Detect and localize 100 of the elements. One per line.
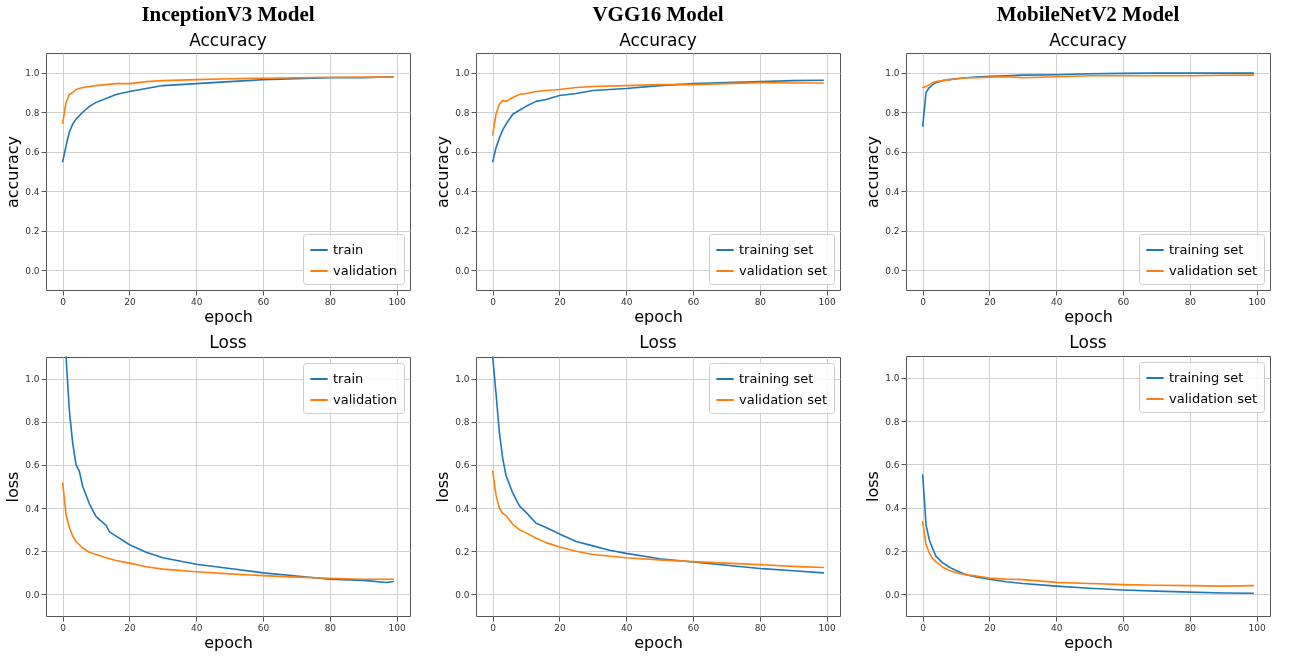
- y-tick-label: 0.6: [25, 460, 40, 471]
- line-series: [921, 72, 1255, 127]
- chart-title: Loss: [209, 332, 247, 353]
- x-axis-title: epoch: [1064, 306, 1113, 326]
- y-tick-label: 0.2: [25, 226, 40, 237]
- y-tick-label: 1.0: [455, 68, 470, 79]
- x-tick-label: 100: [388, 296, 406, 307]
- legend-label: validation set: [739, 263, 828, 278]
- x-tick-label: 0: [60, 622, 67, 633]
- y-tick-label: 1.0: [25, 68, 40, 79]
- y-tick-label: 0.2: [885, 546, 900, 557]
- line-series: [491, 356, 825, 574]
- y-tick-label: 0.0: [885, 265, 900, 276]
- x-tick-label: 60: [1117, 296, 1130, 307]
- x-tick-label: 40: [621, 296, 633, 307]
- x-tick-label: 20: [984, 296, 996, 307]
- x-tick-label: 0: [60, 296, 67, 307]
- y-tick-label: 0.6: [885, 459, 900, 470]
- y-tick-label: 0.8: [455, 417, 470, 428]
- legend-label: train: [333, 371, 364, 386]
- legend-label: validation set: [1169, 391, 1258, 406]
- y-axis-title: loss: [3, 471, 23, 503]
- x-tick-label: 0: [490, 622, 497, 633]
- x-tick-label: 60: [257, 622, 270, 633]
- y-tick-label: 0.6: [455, 460, 470, 471]
- x-tick-label: 100: [1248, 622, 1266, 633]
- x-tick-label: 40: [191, 622, 203, 633]
- line-series: [65, 356, 395, 584]
- line-series: [921, 474, 1255, 595]
- x-tick-label: 0: [920, 622, 927, 633]
- y-tick-label: 0.6: [885, 147, 900, 158]
- x-tick-label: 40: [1051, 296, 1063, 307]
- y-tick-label: 0.0: [25, 589, 40, 600]
- x-tick-label: 20: [554, 622, 566, 633]
- y-tick-label: 0.6: [455, 147, 470, 158]
- x-axis-title: epoch: [634, 306, 683, 326]
- chart-subtitle: Accuracy: [619, 30, 697, 50]
- legend-label: training set: [739, 371, 814, 386]
- y-tick-label: 0.2: [25, 546, 40, 557]
- x-tick-label: 100: [388, 622, 406, 633]
- x-tick-label: 80: [754, 296, 767, 307]
- x-tick-label: 0: [490, 296, 497, 307]
- chart-subtitle: Accuracy: [189, 30, 267, 50]
- x-tick-label: 60: [687, 296, 700, 307]
- legend-label: train: [333, 242, 364, 257]
- x-tick-label: 80: [1184, 296, 1197, 307]
- line-series: [921, 520, 1255, 587]
- y-axis-title: accuracy: [3, 135, 23, 209]
- legend-label: training set: [1169, 370, 1244, 385]
- chart-subtitle: Accuracy: [1049, 30, 1127, 50]
- legend-label: training set: [739, 242, 814, 257]
- legend-label: validation set: [739, 392, 828, 407]
- y-tick-label: 0.4: [885, 503, 900, 514]
- legend-label: validation: [333, 263, 398, 278]
- y-tick-label: 0.0: [885, 589, 900, 600]
- y-tick-label: 0.2: [455, 226, 470, 237]
- y-tick-label: 1.0: [885, 68, 900, 79]
- y-axis-title: loss: [863, 471, 883, 502]
- x-tick-label: 20: [124, 296, 136, 307]
- y-tick-label: 0.8: [885, 416, 900, 427]
- x-tick-label: 0: [920, 296, 927, 307]
- line-series: [491, 79, 825, 163]
- x-axis-title: epoch: [1064, 632, 1113, 652]
- x-tick-label: 100: [1248, 296, 1266, 307]
- line-series: [61, 482, 395, 581]
- y-tick-label: 0.0: [25, 265, 40, 276]
- chart-title: Loss: [639, 332, 677, 353]
- x-axis-title: epoch: [204, 632, 253, 652]
- legend-label: validation: [333, 392, 398, 407]
- y-tick-label: 0.6: [25, 147, 40, 158]
- x-tick-label: 100: [818, 296, 836, 307]
- x-tick-label: 40: [191, 296, 203, 307]
- y-tick-label: 0.8: [455, 107, 470, 118]
- x-tick-label: 60: [257, 296, 270, 307]
- y-tick-label: 0.8: [885, 107, 900, 118]
- y-tick-label: 1.0: [25, 374, 40, 385]
- x-tick-label: 80: [324, 622, 337, 633]
- legend-label: training set: [1169, 242, 1244, 257]
- y-tick-label: 0.4: [25, 186, 40, 197]
- y-tick-label: 0.0: [455, 265, 470, 276]
- chart-title: VGG16 Model: [592, 2, 724, 26]
- x-tick-label: 40: [621, 622, 633, 633]
- x-tick-label: 80: [324, 296, 337, 307]
- x-tick-label: 80: [1184, 622, 1197, 633]
- chart-title: Loss: [1069, 332, 1107, 352]
- y-tick-label: 0.0: [455, 589, 470, 600]
- line-series: [491, 470, 825, 569]
- chart-title: InceptionV3 Model: [141, 2, 315, 26]
- y-axis-title: accuracy: [863, 135, 883, 209]
- x-tick-label: 20: [984, 622, 996, 633]
- y-tick-label: 1.0: [455, 374, 470, 385]
- y-tick-label: 0.4: [455, 503, 470, 514]
- chart-title: MobileNetV2 Model: [996, 2, 1180, 26]
- x-tick-label: 40: [1051, 622, 1063, 633]
- x-tick-label: 60: [1117, 622, 1130, 633]
- x-tick-label: 100: [818, 622, 836, 633]
- x-tick-label: 20: [554, 296, 566, 307]
- y-tick-label: 0.4: [885, 186, 900, 197]
- y-tick-label: 0.4: [455, 186, 470, 197]
- y-tick-label: 0.8: [25, 107, 40, 118]
